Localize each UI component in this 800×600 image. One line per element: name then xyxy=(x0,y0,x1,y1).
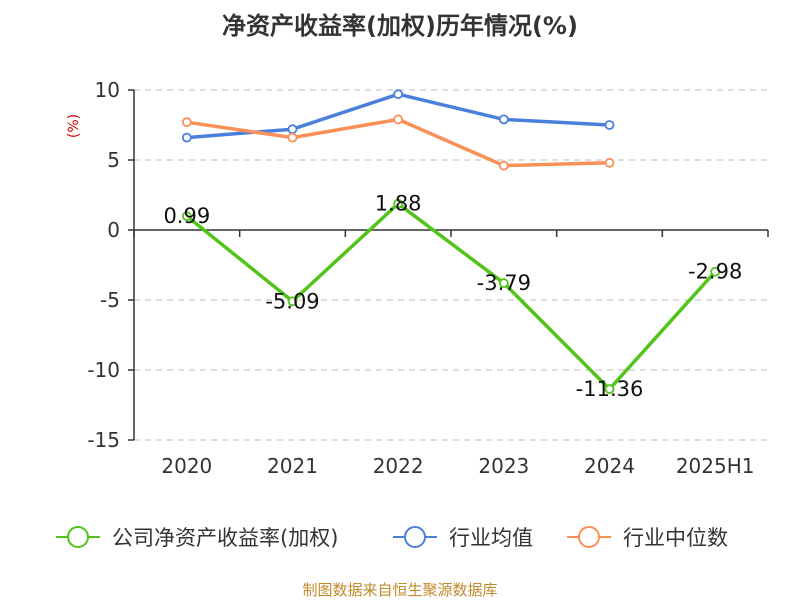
legend-label: 公司净资产收益率(加权) xyxy=(112,526,338,550)
data-label: -11.36 xyxy=(576,377,644,401)
data-label: -5.09 xyxy=(265,289,319,313)
grid-layer xyxy=(134,89,768,441)
legend-item-0[interactable]: 公司净资产收益率(加权) xyxy=(56,526,338,550)
series-1-point[interactable] xyxy=(498,114,509,125)
series-0-point[interactable] xyxy=(393,198,404,209)
y-tick-label: 5 xyxy=(107,148,120,172)
series-0-point[interactable] xyxy=(287,296,298,307)
series-1-point[interactable] xyxy=(181,132,192,143)
series-2-point[interactable] xyxy=(498,160,509,171)
x-tick-label: 2021 xyxy=(267,454,318,478)
legend-label: 行业中位数 xyxy=(623,526,728,550)
series-0-point[interactable] xyxy=(604,384,615,394)
series-line-2 xyxy=(186,117,610,168)
x-tick-label: 2024 xyxy=(584,454,635,478)
series-0-point[interactable] xyxy=(710,266,721,277)
legend-label: 行业均值 xyxy=(449,526,533,550)
series-0-point[interactable] xyxy=(181,211,192,222)
legend-marker xyxy=(578,526,600,548)
series-1-point[interactable] xyxy=(393,89,404,100)
y-tick-label: -10 xyxy=(87,358,120,382)
y-tick-label: 10 xyxy=(95,78,120,102)
y-tick-label: -15 xyxy=(87,428,120,452)
series-1-point[interactable] xyxy=(287,124,298,135)
series-line-0 xyxy=(185,201,717,391)
series-2-point[interactable] xyxy=(604,157,615,168)
data-label-layer: 0.99 -5.09 1.88 -3.79 -11.36 -2.98 xyxy=(163,192,742,401)
series-2-point[interactable] xyxy=(393,114,404,125)
series-1-point[interactable] xyxy=(604,120,615,130)
data-label: -3.79 xyxy=(477,271,531,295)
x-tick-label: 2022 xyxy=(373,454,424,478)
series-layer xyxy=(181,89,721,394)
source-note: 制图数据来自恒生聚源数据库 xyxy=(302,581,497,599)
x-tick-label: 2023 xyxy=(478,454,529,478)
data-label: -2.98 xyxy=(688,260,742,284)
legend-marker xyxy=(404,526,426,548)
legend-item-2[interactable]: 行业中位数 xyxy=(567,526,728,550)
y-axis-unit-label: (%) xyxy=(66,114,82,138)
series-2-point[interactable] xyxy=(287,132,298,143)
y-tick-label: 0 xyxy=(107,218,120,242)
chart-title: 净资产收益率(加权)历年情况(%) xyxy=(222,12,578,40)
y-tick-label: -5 xyxy=(100,288,120,312)
x-tick-label: 2020 xyxy=(161,454,212,478)
data-label: 0.99 xyxy=(163,204,210,228)
x-tick-label: 2025H1 xyxy=(676,454,755,478)
data-label: 1.88 xyxy=(375,192,422,216)
axis-layer: 10 5 0 -5 -10 -15 2020 2021 2022 2023 2024 2025H1 xyxy=(87,78,769,478)
series-2-point[interactable] xyxy=(181,117,192,128)
legend[interactable]: 公司净资产收益率(加权) 行业均值 行业中位数 xyxy=(56,526,728,550)
legend-item-1[interactable]: 行业均值 xyxy=(393,526,533,550)
legend-marker xyxy=(67,526,89,548)
series-0-point[interactable] xyxy=(498,278,509,288)
